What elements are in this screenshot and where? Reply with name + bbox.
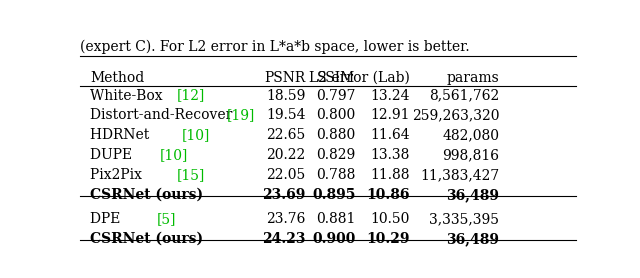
Text: CSRNet (ours): CSRNet (ours) (90, 188, 203, 202)
Text: 10.86: 10.86 (366, 188, 410, 202)
Text: 36,489: 36,489 (446, 188, 499, 202)
Text: PSNR: PSNR (264, 71, 306, 85)
Text: 259,263,320: 259,263,320 (412, 108, 499, 122)
Text: 18.59: 18.59 (266, 88, 306, 103)
Text: params: params (446, 71, 499, 85)
Text: [10]: [10] (182, 128, 210, 142)
Text: 13.38: 13.38 (371, 148, 410, 162)
Text: 0.829: 0.829 (316, 148, 355, 162)
Text: 20.22: 20.22 (266, 148, 306, 162)
Text: DPE: DPE (90, 212, 125, 226)
Text: 23.76: 23.76 (266, 212, 306, 226)
Text: 0.788: 0.788 (316, 168, 355, 182)
Text: SSIM: SSIM (317, 71, 355, 85)
Text: HDRNet: HDRNet (90, 128, 154, 142)
Text: 3,335,395: 3,335,395 (429, 212, 499, 226)
Text: [15]: [15] (177, 168, 205, 182)
Text: 11.64: 11.64 (370, 128, 410, 142)
Text: 0.797: 0.797 (316, 88, 355, 103)
Text: 0.895: 0.895 (312, 188, 355, 202)
Text: 0.900: 0.900 (312, 232, 355, 246)
Text: White-Box: White-Box (90, 88, 167, 103)
Text: DUPE: DUPE (90, 148, 136, 162)
Text: 8,561,762: 8,561,762 (429, 88, 499, 103)
Text: 19.54: 19.54 (266, 108, 306, 122)
Text: (expert C). For L2 error in L*a*b space, lower is better.: (expert C). For L2 error in L*a*b space,… (80, 40, 470, 54)
Text: 13.24: 13.24 (371, 88, 410, 103)
Text: 24.23: 24.23 (262, 232, 306, 246)
Text: [10]: [10] (159, 148, 188, 162)
Text: L2 error (Lab): L2 error (Lab) (309, 71, 410, 85)
Text: [5]: [5] (157, 212, 177, 226)
Text: Method: Method (90, 71, 144, 85)
Text: 482,080: 482,080 (442, 128, 499, 142)
Text: 10.50: 10.50 (371, 212, 410, 226)
Text: [12]: [12] (177, 88, 205, 103)
Text: 10.29: 10.29 (366, 232, 410, 246)
Text: 11.88: 11.88 (371, 168, 410, 182)
Text: 0.881: 0.881 (316, 212, 355, 226)
Text: [19]: [19] (227, 108, 255, 122)
Text: 36,489: 36,489 (446, 232, 499, 246)
Text: 22.05: 22.05 (266, 168, 306, 182)
Text: 12.91: 12.91 (371, 108, 410, 122)
Text: 11,383,427: 11,383,427 (420, 168, 499, 182)
Text: 0.800: 0.800 (316, 108, 355, 122)
Text: 998,816: 998,816 (442, 148, 499, 162)
Text: 0.880: 0.880 (316, 128, 355, 142)
Text: CSRNet (ours): CSRNet (ours) (90, 232, 203, 246)
Text: 22.65: 22.65 (266, 128, 306, 142)
Text: Distort-and-Recover: Distort-and-Recover (90, 108, 237, 122)
Text: Pix2Pix: Pix2Pix (90, 168, 147, 182)
Text: 23.69: 23.69 (262, 188, 306, 202)
